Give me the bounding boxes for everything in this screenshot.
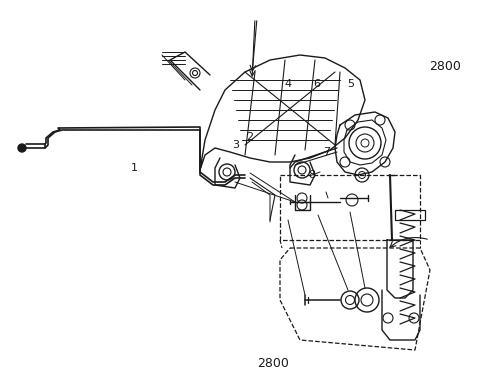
Text: 2800: 2800 — [257, 357, 288, 370]
Text: 6: 6 — [313, 79, 320, 89]
Text: 8: 8 — [309, 170, 315, 180]
Text: 2: 2 — [246, 132, 253, 142]
Text: 3: 3 — [232, 140, 239, 150]
Text: 1: 1 — [131, 163, 138, 173]
Text: 4: 4 — [285, 79, 291, 89]
Circle shape — [18, 144, 26, 152]
Text: 5: 5 — [347, 79, 354, 89]
Text: 7: 7 — [323, 147, 330, 157]
Text: 2800: 2800 — [430, 60, 461, 73]
